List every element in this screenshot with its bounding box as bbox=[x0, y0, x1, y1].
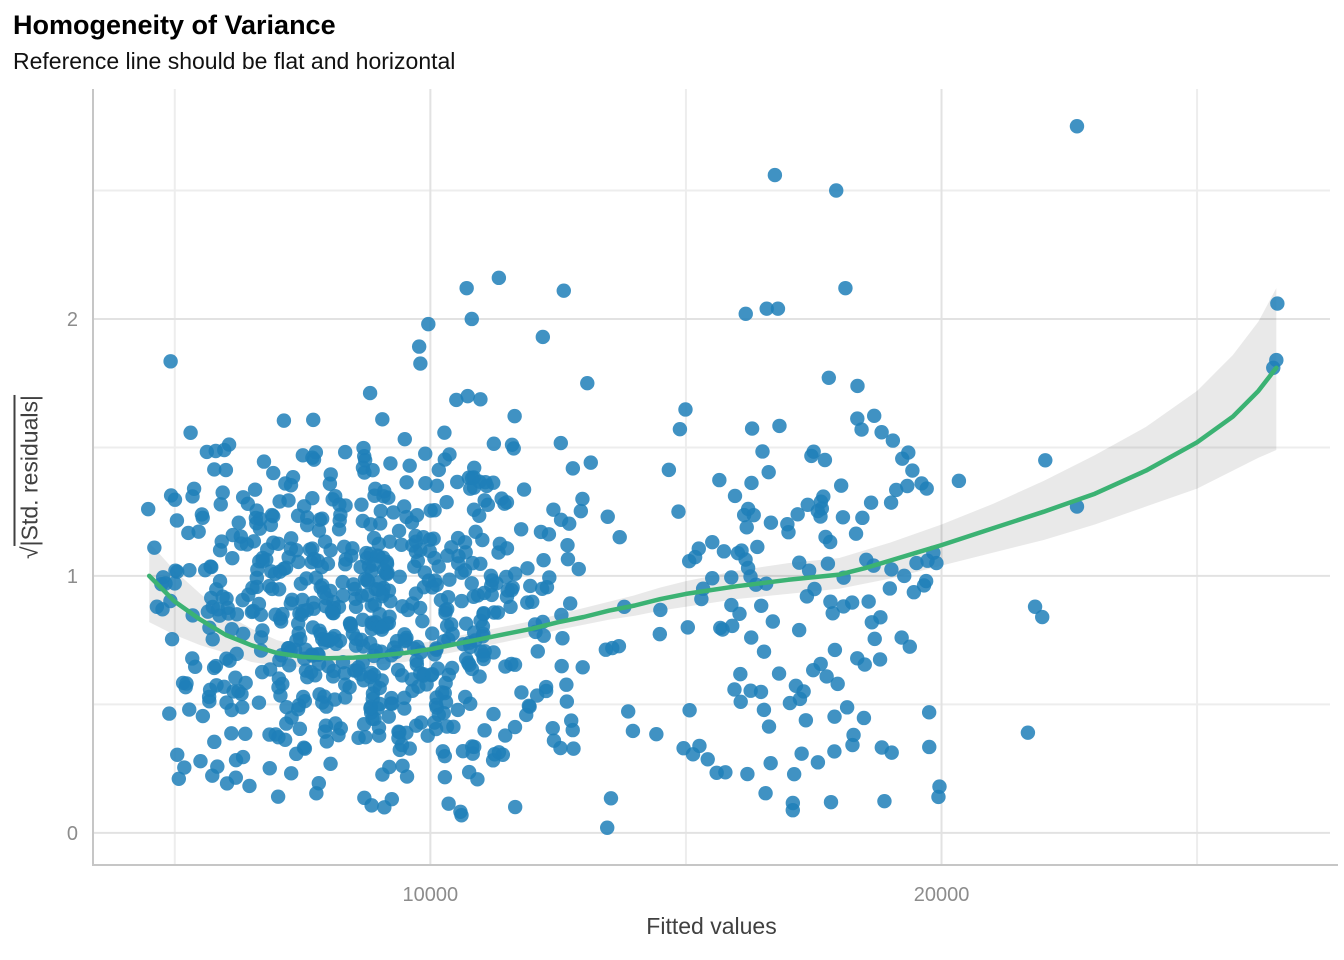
tick-label: 2 bbox=[67, 309, 78, 331]
axis-tick-labels: 10000 20000 0 1 2 bbox=[67, 309, 969, 906]
residual-points bbox=[141, 119, 1285, 835]
chart-subtitle: Reference line should be flat and horizo… bbox=[13, 48, 456, 74]
sqrt-radical-symbol: √ bbox=[16, 546, 43, 559]
tick-label: 1 bbox=[67, 566, 78, 588]
tick-label: 10000 bbox=[403, 884, 459, 906]
smooth-reference-line bbox=[146, 365, 1279, 661]
x-axis-title: Fitted values bbox=[646, 913, 777, 939]
chart-title: Homogeneity of Variance bbox=[13, 10, 336, 40]
axis-lines bbox=[92, 89, 1338, 866]
y-axis-title-radicand: |Std. residuals| bbox=[13, 395, 43, 547]
y-axis-title: √|Std. residuals| bbox=[13, 395, 44, 559]
tick-label: 0 bbox=[67, 823, 78, 845]
tick-label: 20000 bbox=[914, 884, 970, 906]
